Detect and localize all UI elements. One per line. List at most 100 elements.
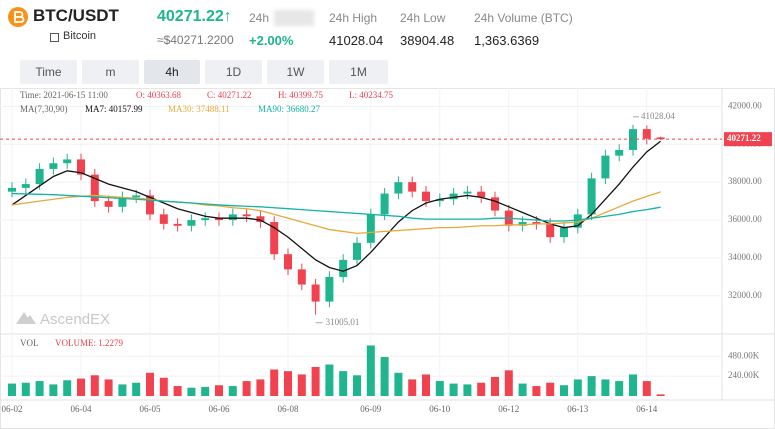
low-note: 31005.01 — [326, 317, 360, 327]
price-value: 40271.22 — [157, 8, 224, 25]
high-note: 41028.04 — [641, 111, 675, 121]
volume-bar — [573, 379, 582, 396]
volume-bar — [629, 374, 637, 396]
price-arrow: ↑ — [223, 8, 232, 25]
candle-body — [35, 168, 44, 185]
volume-bar — [49, 384, 58, 396]
volume-bar — [353, 375, 361, 396]
candle-body — [573, 214, 582, 228]
volume-bar — [173, 386, 182, 396]
volume-bar — [408, 379, 417, 396]
candle-body — [463, 191, 472, 194]
candle-body — [187, 220, 196, 226]
candle-body — [339, 259, 348, 277]
candle-body — [311, 284, 320, 302]
tab[interactable]: Time — [20, 60, 77, 84]
candle-body — [63, 159, 72, 164]
volume-bar — [256, 379, 265, 396]
candle-body — [242, 214, 251, 217]
candle-body — [518, 221, 527, 226]
candle-body — [325, 276, 334, 302]
x-tick-label: 06-12 — [498, 404, 519, 414]
blurred-value — [274, 10, 314, 26]
ma-title: MA(7,30,90) — [20, 104, 68, 114]
candle-body — [380, 193, 389, 215]
volume-bar — [21, 382, 30, 396]
volume-bar — [435, 381, 444, 396]
last-price-label: 40271.22 — [727, 133, 761, 143]
tab-active[interactable]: 4h — [144, 60, 200, 84]
watermark-logo — [16, 312, 36, 324]
candle-body — [132, 195, 141, 198]
ma-line — [11, 140, 661, 272]
volume-bar — [77, 378, 85, 396]
y-tick-label: 38000.00 — [728, 176, 762, 186]
volume-bar — [325, 364, 334, 396]
y-tick-label: 32000.00 — [728, 290, 762, 300]
tab[interactable]: m — [82, 60, 139, 84]
volume-bar — [104, 379, 113, 396]
volume-bar — [118, 384, 127, 396]
volume-bar — [215, 385, 223, 396]
candle-body — [353, 242, 361, 260]
candle-body — [394, 182, 403, 194]
coin-icon — [8, 7, 28, 27]
volume-bar — [35, 381, 44, 396]
candle-body — [532, 221, 541, 224]
fiat-price: ≈$40271.2200 — [157, 33, 234, 47]
volume-bar — [504, 370, 513, 396]
volume-bar — [615, 381, 624, 396]
volume-bar — [656, 394, 665, 396]
change: +2.00% — [249, 33, 294, 48]
x-tick-label: 06-05 — [140, 404, 161, 414]
volume-bar — [159, 377, 168, 396]
candle-body — [560, 227, 568, 238]
candle-body — [615, 149, 624, 156]
candle-body — [215, 218, 223, 221]
volume-bar — [394, 372, 403, 396]
candle-body — [422, 191, 430, 202]
stat-label: 24h High — [329, 11, 378, 25]
price-chart: Time: 2021-06-15 11:00 O: 40363.68 C: 40… — [0, 88, 775, 429]
candle-body — [477, 191, 486, 198]
candle-body — [228, 214, 237, 221]
ma-legend: MA90: 36680.27 — [258, 104, 321, 114]
candle-body — [587, 178, 596, 215]
volume-title: VOL — [20, 338, 39, 348]
y-tick-label: 42000.00 — [728, 100, 762, 110]
candle-body — [449, 193, 458, 200]
volume-label: VOLUME: 1.2279 — [55, 338, 123, 348]
volume-bar — [311, 367, 320, 396]
symbol: BTC/USDT — [33, 6, 119, 25]
candle-body — [408, 182, 417, 192]
price: 40271.22↑ — [157, 8, 232, 26]
candle-body — [256, 216, 265, 222]
volume-bar — [449, 383, 458, 396]
tab[interactable]: 1M — [329, 60, 388, 84]
volume-bar — [560, 385, 568, 396]
candle-body — [201, 218, 210, 221]
candle-body — [366, 214, 375, 243]
x-tick-label: 06-10 — [429, 404, 450, 414]
x-tick-label: 06-14 — [636, 404, 657, 414]
last-price-box — [724, 132, 772, 147]
x-tick-label: 06-08 — [278, 404, 299, 414]
volume-bar — [228, 386, 237, 396]
volume-bar — [284, 371, 292, 396]
info-open: O: 40363.68 — [136, 90, 182, 100]
info-close: C: 40271.22 — [207, 90, 252, 100]
volume-tick-label: 480.00K — [728, 350, 760, 360]
candle-body — [49, 163, 58, 169]
volume-bar — [339, 371, 348, 396]
volume-bar — [532, 386, 541, 396]
x-tick-label: 06-13 — [567, 404, 588, 414]
volume-bar — [601, 379, 610, 396]
tab[interactable]: 1W — [267, 60, 324, 84]
volume-bar — [297, 374, 306, 396]
info-high: H: 40399.75 — [278, 90, 324, 100]
tab[interactable]: 1D — [205, 60, 262, 84]
stat-value: 38904.48 — [400, 33, 455, 48]
name-icon — [50, 33, 59, 42]
volume-bar — [380, 357, 389, 396]
ma-line — [11, 192, 661, 222]
